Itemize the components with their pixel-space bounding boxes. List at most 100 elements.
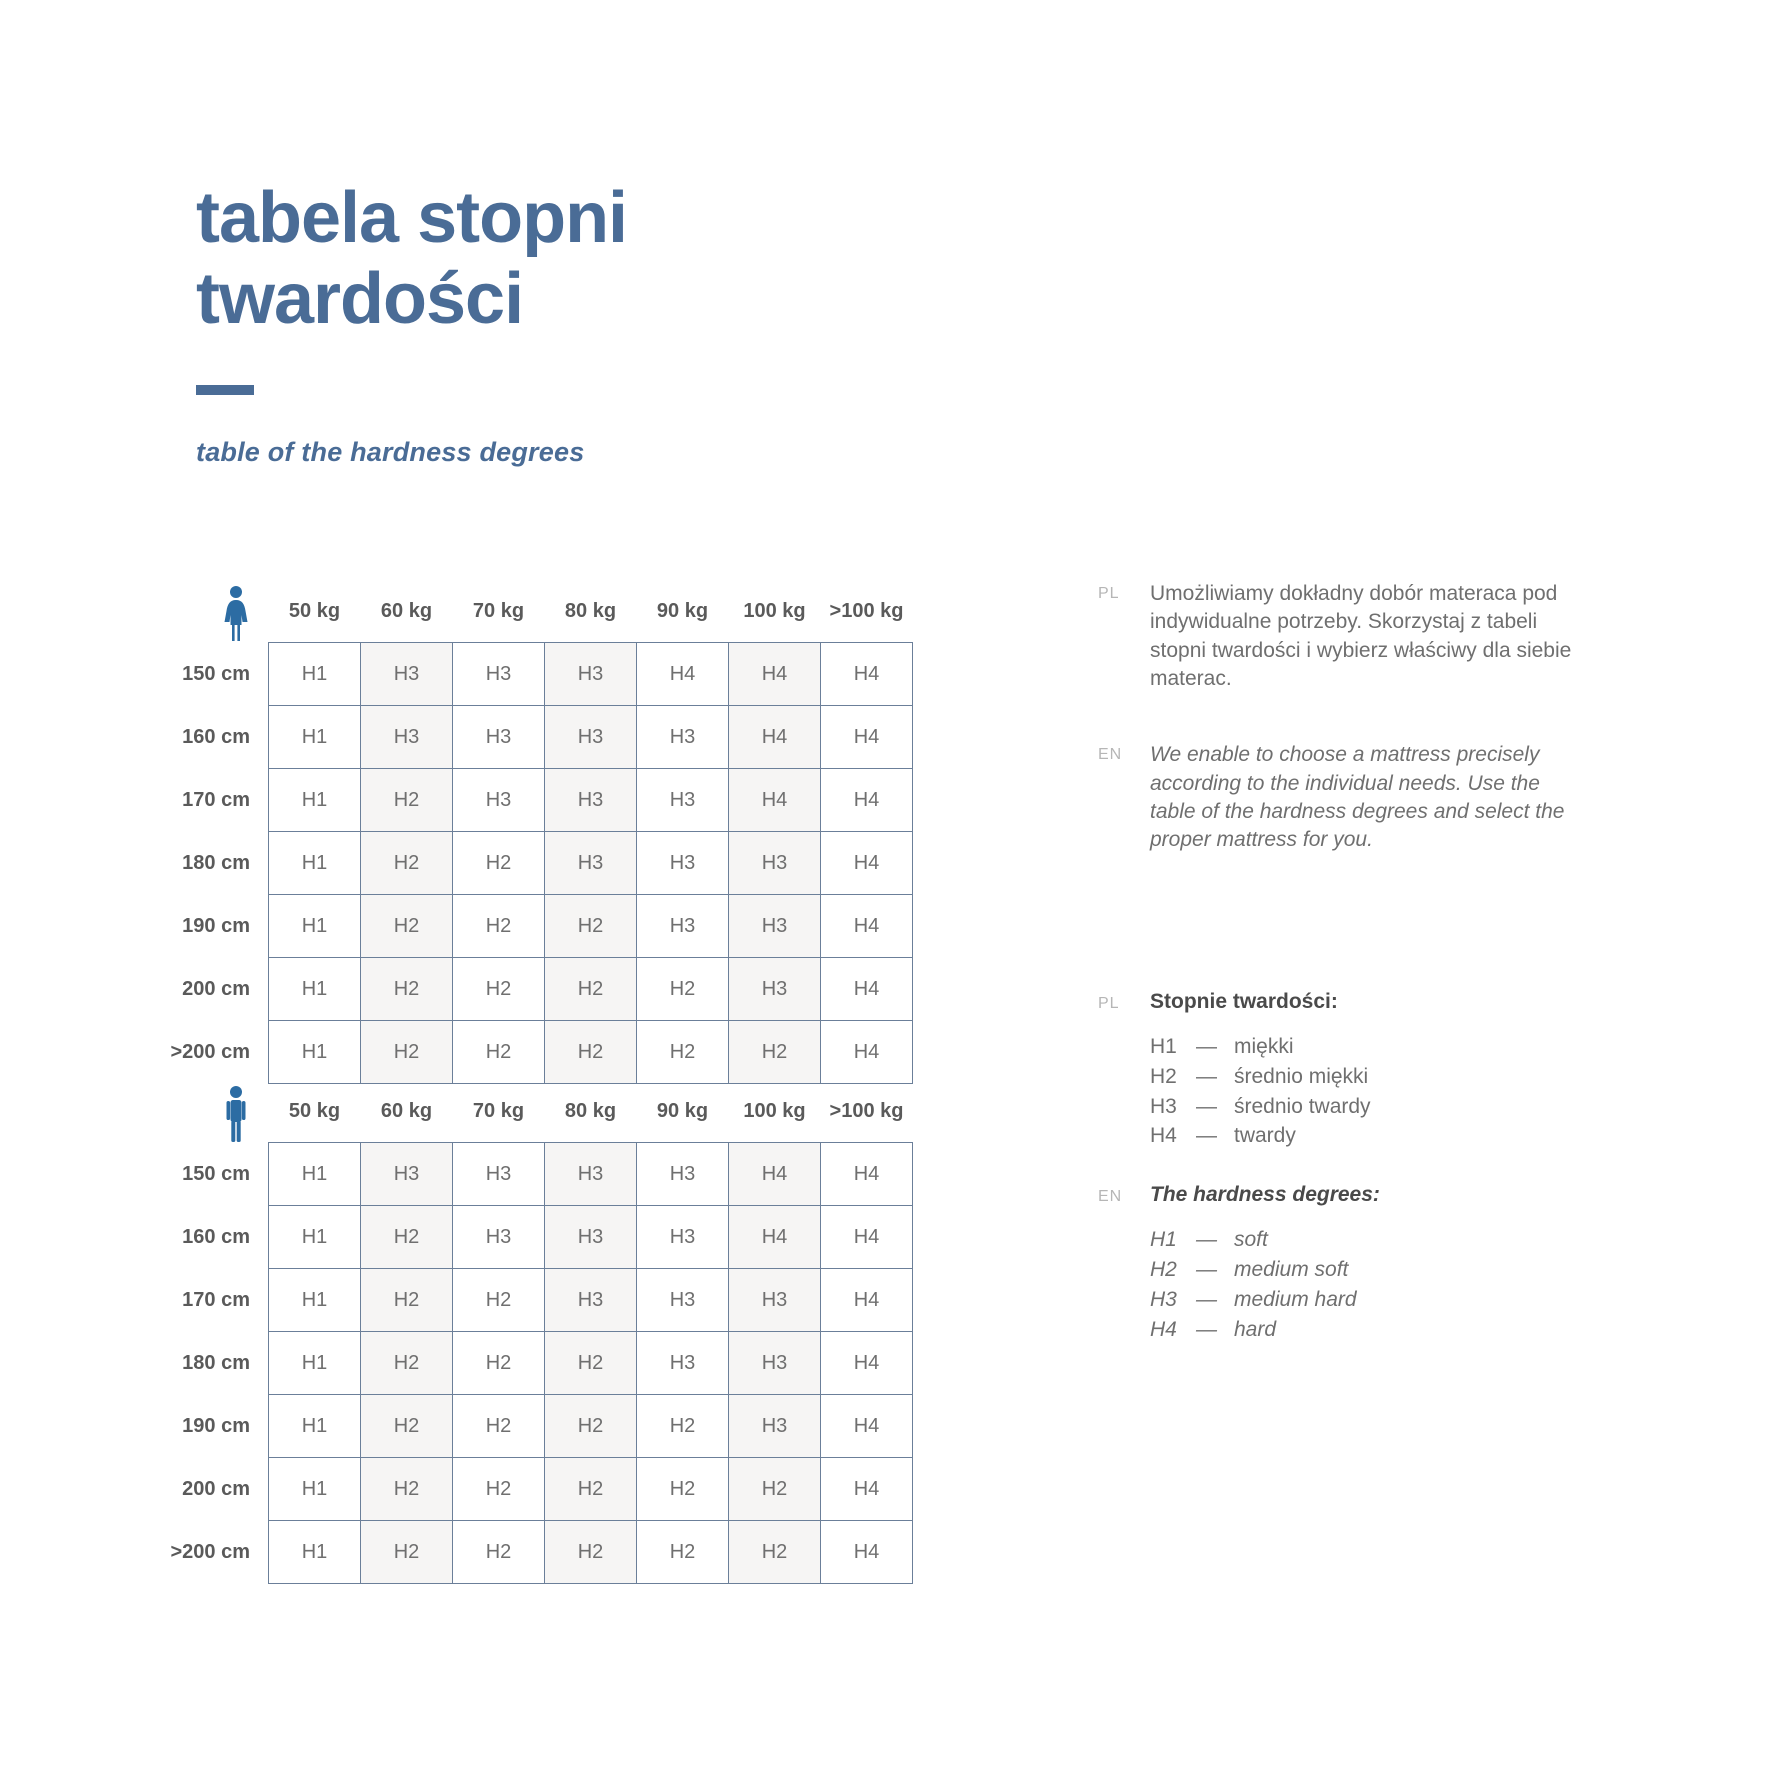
legend-item: H4 — twardy: [1150, 1121, 1578, 1151]
table-row: >200 cm H1 H2 H2 H2 H2 H2 H4: [130, 1520, 913, 1584]
legend-item-dash: —: [1196, 1228, 1217, 1252]
male-person-icon: [130, 1080, 269, 1143]
table-row: 170 cm H1 H2 H2 H3 H3 H3 H4: [130, 1268, 913, 1332]
hardness-cell: H1: [268, 1020, 361, 1084]
table-row: 160 cm H1 H3 H3 H3 H3 H4 H4: [130, 705, 913, 769]
row-header-height: 180 cm: [182, 1351, 250, 1374]
hardness-cell: H4: [820, 1142, 913, 1206]
legend-pl-heading: Stopnie twardości:: [1150, 990, 1338, 1013]
column-header-weight: 60 kg: [380, 599, 433, 622]
hardness-cell: H3: [360, 705, 453, 769]
column-header-weight: >100 kg: [829, 599, 904, 622]
table-row: >200 cm H1 H2 H2 H2 H2 H2 H4: [130, 1020, 913, 1084]
legend-spacer: [1098, 1151, 1578, 1183]
legend-en-language-tag: EN: [1098, 1188, 1123, 1206]
hardness-cell: H4: [820, 831, 913, 895]
hardness-cell: H3: [636, 705, 729, 769]
legend-item-dash: —: [1196, 1064, 1217, 1088]
hardness-cell: H1: [268, 642, 361, 706]
legend-item-code: H4: [1150, 1317, 1177, 1341]
row-header-height: 150 cm: [182, 1162, 250, 1185]
row-header-height: 190 cm: [182, 1414, 250, 1437]
hardness-cell: H1: [268, 1268, 361, 1332]
hardness-cell: H4: [728, 642, 821, 706]
hardness-cell: H1: [268, 894, 361, 958]
legend-item: H1 — soft: [1150, 1225, 1578, 1255]
column-header-weight: 50 kg: [288, 599, 341, 622]
hardness-cell: H3: [544, 642, 637, 706]
legend-pl-heading-row: PL Stopnie twardości:: [1098, 990, 1578, 1014]
legend-item-dash: —: [1196, 1317, 1217, 1341]
hardness-cell: H3: [360, 642, 453, 706]
row-header-height: 160 cm: [182, 725, 250, 748]
male-hardness-table: 50 kg 60 kg 70 kg 80 kg 90 kg 100 kg >100 kg 15…: [130, 1080, 913, 1584]
legend-item-dash: —: [1196, 1094, 1217, 1118]
hardness-cell: H1: [268, 831, 361, 895]
hardness-cell: H4: [820, 1457, 913, 1521]
row-header-height: >200 cm: [170, 1040, 250, 1063]
hardness-cell: H3: [544, 768, 637, 832]
hardness-cell: H2: [544, 1020, 637, 1084]
column-header-weight: 60 kg: [380, 1099, 433, 1122]
legend-item: H3 — średnio twardy: [1150, 1092, 1578, 1122]
hardness-cell: H4: [820, 1268, 913, 1332]
hardness-cell: H1: [268, 1142, 361, 1206]
hardness-cell: H2: [452, 1020, 545, 1084]
table-row: 200 cm H1 H2 H2 H2 H2 H3 H4: [130, 957, 913, 1021]
legend-item-description: średnio twardy: [1234, 1094, 1371, 1118]
hardness-cell: H2: [452, 894, 545, 958]
hardness-cell: H3: [636, 831, 729, 895]
legend-item: H2 — medium soft: [1150, 1255, 1578, 1285]
hardness-cell: H2: [452, 1394, 545, 1458]
hardness-cell: H2: [452, 957, 545, 1021]
column-header-weight: 100 kg: [743, 1099, 806, 1122]
hardness-cell: H2: [360, 1268, 453, 1332]
hardness-cell: H1: [268, 705, 361, 769]
intro-pl-row: PL Umożliwiamy dokładny dobór materaca p…: [1098, 580, 1578, 693]
female-person-icon: [130, 580, 269, 643]
hardness-cell: H4: [820, 957, 913, 1021]
hardness-cell: H2: [452, 831, 545, 895]
legend-item-description: miękki: [1234, 1035, 1294, 1058]
hardness-cell: H3: [452, 768, 545, 832]
legend-item-code: H3: [1150, 1287, 1177, 1311]
hardness-cell: H2: [360, 1457, 453, 1521]
intro-en-text: We enable to choose a mattress precisely…: [1150, 743, 1565, 852]
legend-item-description: twardy: [1234, 1124, 1296, 1148]
female-hardness-table: 50 kg 60 kg 70 kg 80 kg 90 kg 100 kg >100 kg 15…: [130, 580, 913, 1084]
hardness-cell: H3: [636, 1205, 729, 1269]
hardness-cell: H4: [820, 705, 913, 769]
hardness-cell: H3: [728, 1394, 821, 1458]
hardness-cell: H2: [360, 957, 453, 1021]
hardness-cell: H4: [820, 642, 913, 706]
hardness-cell: H2: [636, 1394, 729, 1458]
hardness-cell: H3: [360, 1142, 453, 1206]
hardness-cell: H2: [360, 1205, 453, 1269]
hardness-cell: H4: [820, 1331, 913, 1395]
hardness-cell: H2: [728, 1457, 821, 1521]
hardness-cell: H3: [544, 705, 637, 769]
hardness-cell: H2: [636, 1020, 729, 1084]
hardness-cell: H2: [360, 1520, 453, 1584]
table-row: 190 cm H1 H2 H2 H2 H3 H3 H4: [130, 894, 913, 958]
column-header-weight: 50 kg: [288, 1099, 341, 1122]
intro-en-row: EN We enable to choose a mattress precis…: [1098, 741, 1578, 854]
hardness-cell: H2: [360, 894, 453, 958]
row-header-height: 180 cm: [182, 851, 250, 874]
hardness-cell: H3: [728, 957, 821, 1021]
legend-item-dash: —: [1196, 1124, 1217, 1148]
hardness-cell: H2: [728, 1520, 821, 1584]
hardness-cell: H3: [452, 642, 545, 706]
legend-item-dash: —: [1196, 1287, 1217, 1311]
legend-item: H2 — średnio miękki: [1150, 1062, 1578, 1092]
column-header-weight: 80 kg: [564, 599, 617, 622]
hardness-cell: H3: [636, 894, 729, 958]
hardness-cell: H2: [452, 1520, 545, 1584]
table-row: 190 cm H1 H2 H2 H2 H2 H3 H4: [130, 1394, 913, 1458]
hardness-cell: H4: [820, 1394, 913, 1458]
hardness-cell: H2: [544, 1457, 637, 1521]
row-header-height: 160 cm: [182, 1225, 250, 1248]
legend-pl-language-tag: PL: [1098, 995, 1120, 1012]
row-header-height: 200 cm: [182, 977, 250, 1000]
hardness-cell: H3: [636, 1142, 729, 1206]
